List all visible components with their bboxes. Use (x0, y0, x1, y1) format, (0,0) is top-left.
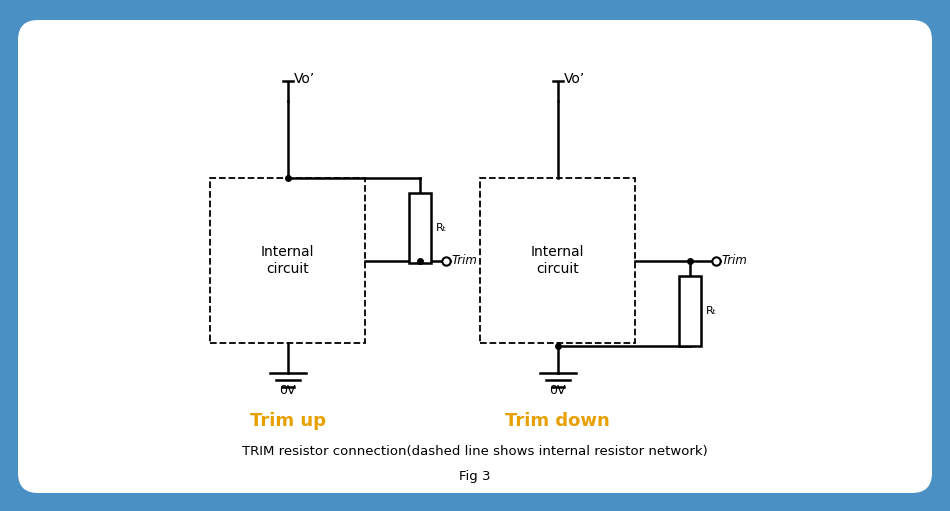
Text: Trim down: Trim down (505, 412, 610, 430)
Text: Rₜ: Rₜ (706, 306, 717, 315)
Text: Trim: Trim (452, 254, 478, 267)
Text: Fig 3: Fig 3 (459, 470, 491, 482)
Text: Internal
circuit: Internal circuit (260, 245, 314, 275)
Bar (409, 193, 431, 263)
Text: Rₜ: Rₜ (436, 223, 447, 233)
Text: TRIM resistor connection(dashed line shows internal resistor network): TRIM resistor connection(dashed line sho… (242, 445, 708, 457)
Text: Vo’: Vo’ (563, 72, 585, 86)
Bar (679, 275, 701, 345)
Text: 0V: 0V (279, 383, 295, 397)
Text: Internal
circuit: Internal circuit (531, 245, 584, 275)
Text: Vo’: Vo’ (294, 72, 314, 86)
Text: Trim: Trim (722, 254, 748, 267)
FancyBboxPatch shape (18, 20, 932, 493)
Bar (210, 178, 365, 343)
Text: 0V: 0V (549, 383, 566, 397)
Bar (480, 178, 635, 343)
Text: Trim up: Trim up (250, 412, 326, 430)
